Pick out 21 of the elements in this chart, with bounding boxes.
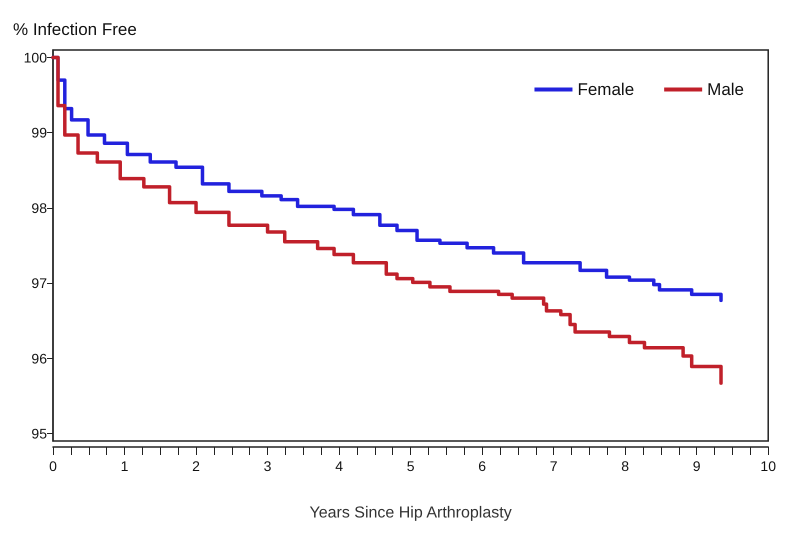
x-tick-label: 2	[192, 458, 200, 474]
x-tick-label: 9	[692, 458, 701, 474]
x-tick-label: 0	[49, 458, 58, 474]
legend-label: Male	[707, 80, 744, 99]
x-axis-title: Years Since Hip Arthroplasty	[310, 504, 512, 522]
y-tick-label: 100	[24, 50, 48, 66]
y-tick-label: 95	[31, 425, 48, 442]
x-tick-label: 6	[478, 458, 486, 474]
x-tick-label: 5	[406, 458, 415, 474]
y-axis-title: % Infection Free	[13, 20, 137, 39]
y-tick-label: 98	[31, 200, 48, 216]
x-tick-label: 8	[621, 458, 630, 474]
legend-label: Female	[577, 80, 634, 99]
y-tick-label: 96	[31, 350, 48, 366]
y-tick-label: 99	[31, 124, 48, 141]
x-tick-label: 7	[550, 458, 558, 474]
x-tick-label: 3	[264, 458, 272, 474]
x-tick-label: 4	[335, 458, 344, 474]
y-tick-label: 97	[31, 275, 48, 292]
x-tick-label: 1	[120, 458, 129, 474]
x-tick-label: 10	[760, 458, 776, 474]
